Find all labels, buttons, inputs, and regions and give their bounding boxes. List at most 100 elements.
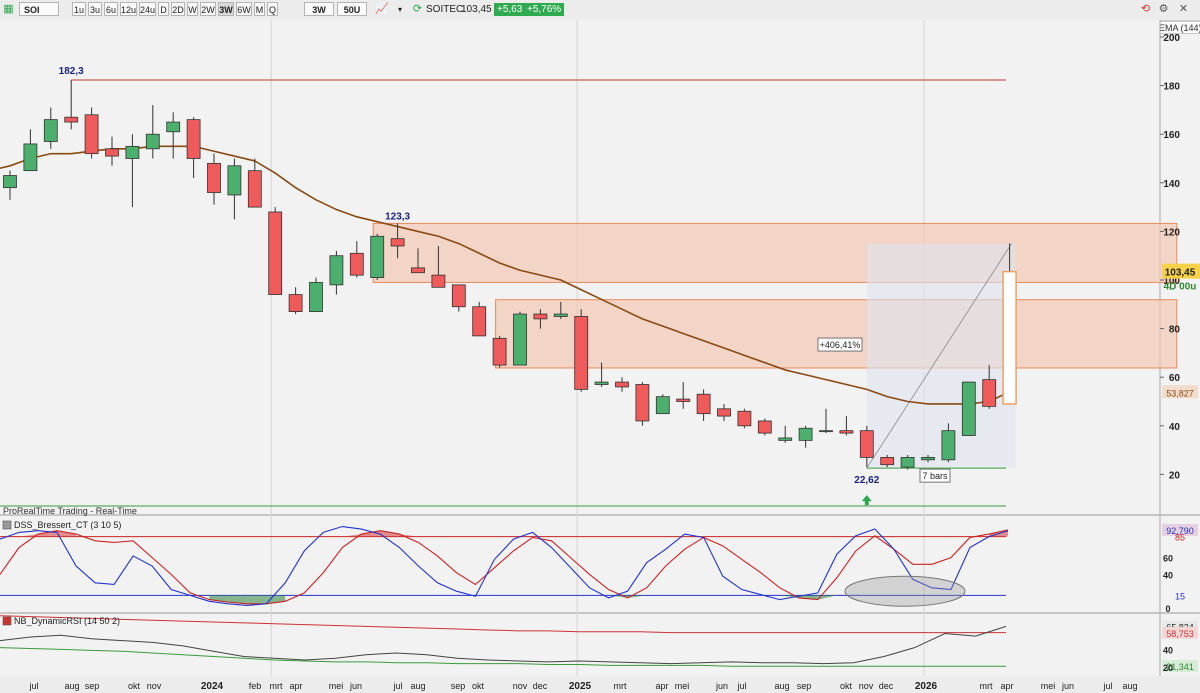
timeframe-2W[interactable]: 2W [200, 2, 216, 16]
timeframe-M[interactable]: M [254, 2, 265, 16]
candle [921, 454, 935, 463]
x-tick-label: jun [715, 681, 728, 691]
x-tick-label: jul [736, 681, 746, 691]
dss-overbought-fill [361, 530, 381, 537]
candle [349, 241, 364, 278]
dss-overbought-fill [342, 534, 362, 537]
candle [288, 287, 303, 315]
instrument-name: SOITEC [426, 4, 464, 15]
highlight-ellipse [844, 575, 966, 607]
candle [329, 250, 344, 295]
candle [574, 309, 589, 392]
candle-body [431, 274, 446, 288]
x-tick-label: sep [797, 681, 812, 691]
candle-body [23, 143, 38, 172]
chart-style-icon[interactable]: 📈 [375, 3, 389, 15]
candle [186, 117, 201, 178]
timeframe-12u[interactable]: 12u [120, 2, 137, 16]
candle [23, 129, 38, 172]
candle-body [166, 121, 181, 133]
period-select[interactable]: 3W [304, 2, 334, 16]
y-tick-label: 140 [1163, 179, 1180, 190]
timeframe-1u[interactable]: 1u [72, 2, 86, 16]
candle-body [247, 170, 262, 208]
y-tick-label: 100 [1163, 276, 1180, 287]
timeframe-6W[interactable]: 6W [236, 2, 252, 16]
candle-body [268, 211, 283, 295]
timeframe-24u[interactable]: 24u [139, 2, 156, 16]
candle-body [574, 316, 589, 390]
candle [839, 416, 854, 436]
rsi-y-tick: 40 [1163, 645, 1173, 655]
dss-oversold-fill [228, 595, 248, 604]
x-tick-label: mrt [270, 681, 283, 691]
timeframe-W[interactable]: W [187, 2, 198, 16]
timeframe-Q[interactable]: Q [267, 2, 278, 16]
change-badge: +5,63 [494, 3, 526, 16]
candle [64, 80, 79, 130]
candle [125, 134, 140, 208]
candle [207, 153, 221, 205]
grid-icon[interactable]: ▦ [3, 3, 14, 15]
units-select[interactable]: 50U [337, 2, 367, 16]
candle-body [717, 408, 731, 417]
timeframe-D[interactable]: D [158, 2, 169, 16]
candle-body [941, 430, 956, 461]
x-tick-label: okt [472, 681, 485, 691]
time-left-label: 4D 00u [1164, 282, 1197, 293]
dss-oversold-fill [209, 595, 229, 603]
symbol-select[interactable]: SOI [19, 2, 59, 16]
timeframe-3W[interactable]: 3W [218, 2, 234, 16]
rsi-title: NB_DynamicRSI (14 50 2) [14, 616, 120, 626]
candle-body [43, 119, 58, 142]
candle [247, 158, 262, 208]
candle [431, 245, 446, 288]
dss-oversold-fill [627, 595, 647, 598]
refresh-icon[interactable]: ⟳ [412, 3, 423, 15]
candle [717, 403, 731, 421]
x-tick-label: aug [410, 681, 425, 691]
candle [676, 382, 691, 409]
x-tick-label: jul [1102, 681, 1112, 691]
candle [533, 309, 548, 329]
candle-body [819, 430, 833, 433]
dss-y-tick: 40 [1163, 570, 1173, 580]
candle-body [961, 381, 976, 436]
resistance-zone [372, 222, 1178, 283]
x-tick-label: 2026 [915, 681, 938, 692]
candle [941, 423, 956, 463]
y-tick-label: 200 [1163, 33, 1180, 44]
measure-box [866, 243, 1016, 469]
x-tick-label: aug [774, 681, 789, 691]
candle [513, 311, 527, 366]
candle-body [492, 337, 507, 366]
candle-body [472, 306, 487, 337]
x-tick-label: 2025 [569, 681, 592, 692]
sync-icon[interactable]: ⟲ [1140, 3, 1151, 15]
timeframe-2D[interactable]: 2D [171, 2, 185, 16]
candle [961, 381, 976, 436]
candle [819, 408, 833, 434]
candle [635, 382, 650, 426]
candle-body [411, 267, 425, 274]
rt-title: ProRealTime Trading - Real-Time [3, 506, 137, 516]
candle-body [105, 148, 119, 157]
candle-body [798, 427, 813, 441]
candle-body [594, 381, 609, 385]
candle-body [207, 162, 221, 193]
candle [268, 207, 283, 295]
settings-icon[interactable]: ⚙ [1158, 3, 1169, 15]
timeframe-3u[interactable]: 3u [88, 2, 102, 16]
chart-options-chevron-icon[interactable]: ▾ [397, 5, 402, 14]
candle-body [676, 398, 691, 402]
candle-body [84, 114, 99, 155]
timeframe-6u[interactable]: 6u [104, 2, 118, 16]
candle [594, 362, 609, 387]
candle-body [451, 284, 466, 308]
close-icon[interactable]: ✕ [1178, 3, 1189, 15]
x-tick-label: feb [249, 681, 262, 691]
x-tick-label: dec [879, 681, 894, 691]
candle [859, 425, 874, 468]
candle-body [900, 456, 915, 468]
